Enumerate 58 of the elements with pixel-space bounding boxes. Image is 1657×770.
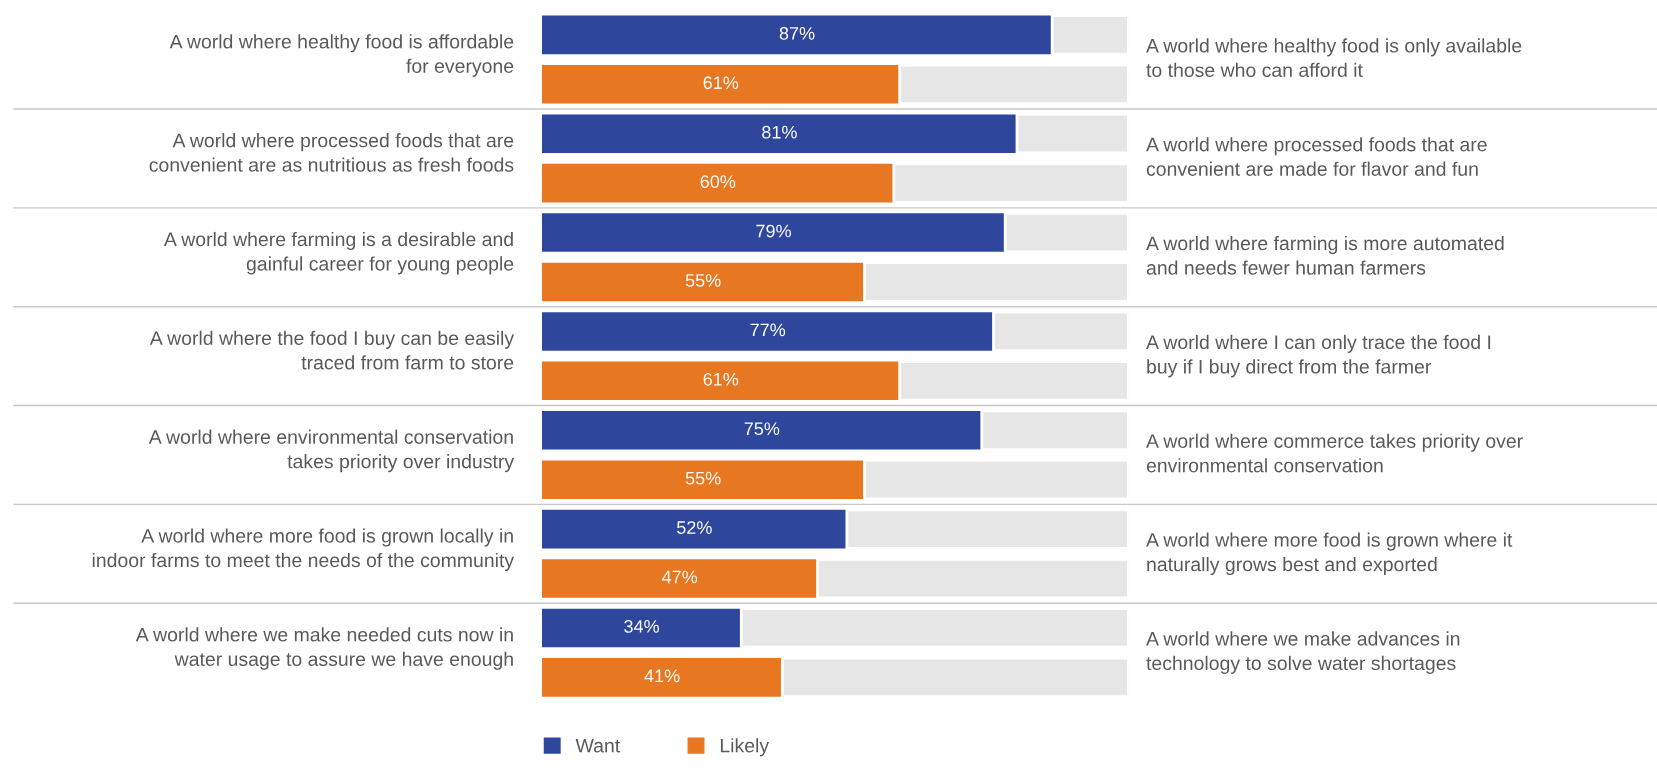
text: A world where commerce takes priority over environmental conservation <box>1146 433 1523 473</box>
bar <box>898 360 1129 402</box>
bar <box>541 65 900 104</box>
bar <box>892 162 1129 204</box>
data-label: 79% <box>756 224 791 238</box>
data-label: 61% <box>703 372 739 386</box>
text: A world where processed foods that are convenient are made for flavor and fun <box>1146 137 1487 176</box>
bar <box>541 163 894 203</box>
y-tick-label: A world where we make needed cuts now in water usage to assure we have enough <box>135 627 513 670</box>
y-tick-label: A world where farming is a desirable and gainful career for young people <box>163 231 514 275</box>
text: A world where I can only trace the food I buy if I buy direct from the farmer <box>1146 334 1491 378</box>
bar <box>863 459 1129 501</box>
bar <box>541 114 1017 153</box>
bar <box>845 508 1129 550</box>
bar <box>541 608 742 648</box>
bar <box>541 361 900 401</box>
bar <box>541 559 818 598</box>
data-label: 34% <box>624 620 659 633</box>
bar <box>541 213 1006 252</box>
bar <box>541 410 982 450</box>
text: A world where we make advances in technology to solve water shortages <box>1146 631 1460 674</box>
data-label: 60% <box>700 175 736 188</box>
bar <box>541 509 847 549</box>
data-label: 52% <box>677 521 712 534</box>
bar <box>816 557 1129 600</box>
y-tick-label: A world where more food is grown locally in indoor farms to meet the needs of the community <box>92 528 515 572</box>
bar <box>541 312 994 351</box>
data-label: 47% <box>662 570 698 584</box>
y-tick-label: A world where processed foods that are convenient are as nutritious as fresh foods <box>149 133 514 172</box>
y-tick-label: A world where healthy food is affordable for everyone <box>169 34 514 77</box>
data-label: 87% <box>779 26 815 40</box>
data-label: 41% <box>644 669 680 683</box>
data-label: 55% <box>685 274 721 287</box>
legend-label: Likely <box>720 738 770 757</box>
data-label: 77% <box>750 323 786 337</box>
bar <box>1050 14 1129 56</box>
y-tick-label: A world where the food I buy can be easily traced from farm to store <box>149 330 515 370</box>
data-label: 55% <box>685 471 721 485</box>
y-tick-label: A world where environmental conservation takes priority over industry <box>148 429 515 473</box>
data-label: 75% <box>744 422 780 436</box>
bar <box>541 262 865 302</box>
bar <box>541 460 865 499</box>
data-label: 81% <box>762 125 797 139</box>
bar <box>780 656 1129 699</box>
text: A world where healthy food is only available to those who can afford it <box>1146 38 1522 78</box>
bar <box>863 261 1129 303</box>
bar <box>1015 113 1129 155</box>
bar <box>541 15 1053 55</box>
text: A world where farming is more automated and needs fewer human farmers <box>1146 235 1504 275</box>
bar <box>1003 211 1129 254</box>
bar <box>898 63 1129 105</box>
bar <box>541 658 783 697</box>
bar <box>992 310 1129 353</box>
text: A world where more food is grown where it naturally grows best and exported <box>1146 532 1513 576</box>
legend-label: Want <box>575 738 621 753</box>
bar <box>739 607 1129 649</box>
bar <box>980 409 1129 451</box>
data-label: 61% <box>703 76 739 90</box>
